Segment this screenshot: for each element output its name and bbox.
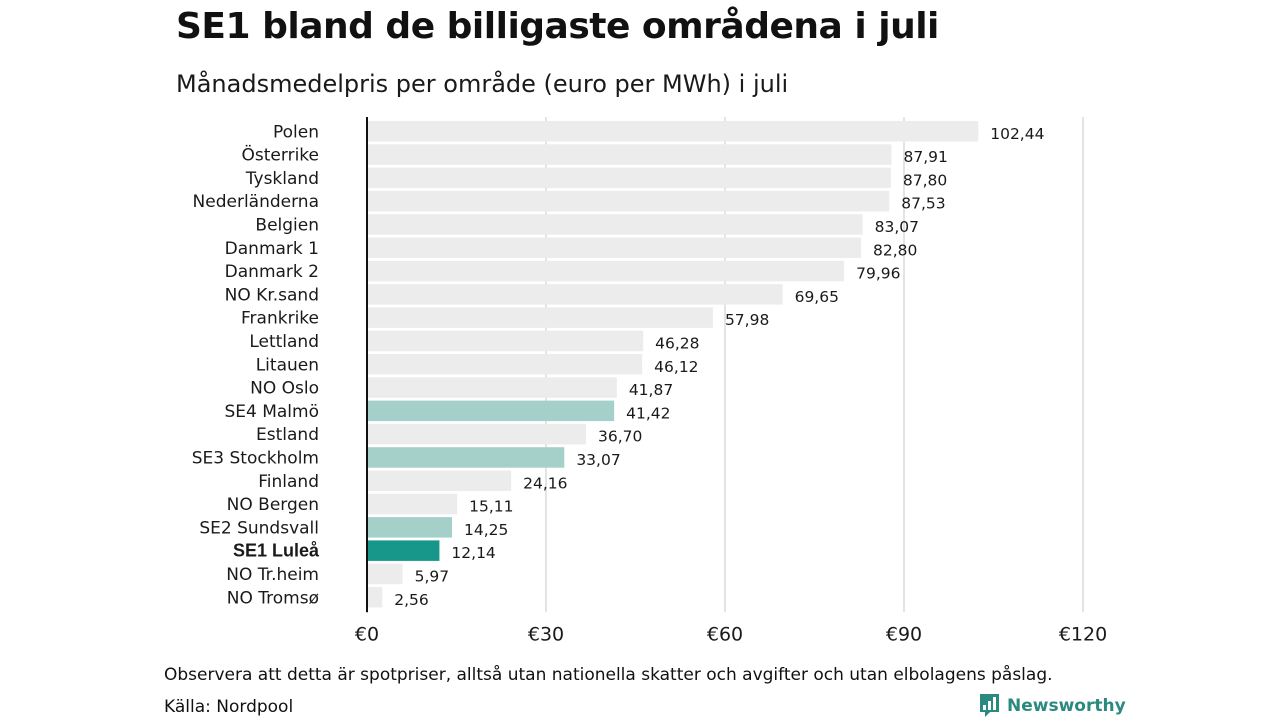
bar-2 [367,167,891,189]
bar-17 [367,517,453,538]
category-label: SE1 Luleå [233,540,320,560]
category-label: NO Bergen [227,495,319,515]
value-label: 83,07 [875,218,919,236]
category-label: Lettland [249,332,319,352]
bar-12 [367,400,615,422]
category-label: Polen [273,122,319,142]
value-label: 15,11 [469,498,513,516]
value-label: 102,44 [990,125,1044,143]
value-label: 87,53 [901,195,945,213]
value-label: 46,28 [655,334,699,352]
value-label: 14,25 [464,521,508,539]
bar-7 [367,284,783,305]
bar-20 [367,587,383,608]
category-label: NO Kr.sand [225,285,319,305]
category-label: Nederländerna [193,192,319,212]
bar-16 [367,493,458,515]
bar-3 [367,190,890,212]
chart-subtitle: Månadsmedelpris per område (euro per MWh… [176,70,789,98]
bar-19 [367,563,403,585]
category-label: Finland [258,472,319,492]
chart-title: SE1 bland de billigaste områdena i juli [176,6,939,47]
newsworthy-logo-icon [980,694,999,717]
bar-10 [367,354,643,375]
bar-chart: Polen 102,44 Österrike 87,91 Tyskland 87,80 Ne… [192,117,1107,646]
bar-14 [367,447,565,468]
category-label: Tyskland [245,169,319,189]
category-label: Danmark 1 [225,239,319,259]
value-label: 12,14 [451,544,495,562]
value-label: 2,56 [394,591,429,609]
value-label: 87,91 [904,148,948,166]
brand-logo: Newsworthy [979,693,1126,719]
bar-5 [367,237,862,258]
bar-0 [367,121,979,142]
x-tick-label: €120 [1059,624,1107,646]
category-label: SE3 Stockholm [192,448,319,468]
value-label: 33,07 [576,451,620,469]
category-label: SE2 Sundsvall [199,518,319,538]
bar-1 [367,144,892,165]
value-label: 82,80 [873,241,917,259]
value-label: 46,12 [654,358,698,376]
category-label: Frankrike [241,309,319,329]
bar-11 [367,377,617,398]
bar-6 [367,260,845,282]
category-label: NO Tr.heim [226,565,319,585]
source-credit: Källa: Nordpool [164,697,294,717]
value-label: 57,98 [725,311,769,329]
category-label: Belgien [255,215,319,235]
x-tick-label: €60 [707,624,743,646]
bar-15 [367,470,512,491]
value-label: 69,65 [795,288,839,306]
footnote: Observera att detta är spotpriser, allts… [164,665,1053,685]
bar-8 [367,307,713,328]
category-label: Estland [256,425,319,445]
category-label: NO Tromsø [227,588,319,608]
x-tick-label: €0 [355,624,379,646]
value-label: 41,87 [629,381,673,399]
bar-13 [367,423,586,445]
value-label: 24,16 [523,474,567,492]
category-label: Litauen [256,355,319,375]
category-label: NO Oslo [250,379,319,399]
bar-18 [367,540,440,561]
bar-9 [367,330,644,352]
x-tick-label: €30 [528,624,564,646]
value-label: 87,80 [903,171,947,189]
brand-name: Newsworthy [1007,696,1126,716]
value-label: 41,42 [626,404,670,422]
value-label: 36,70 [598,428,642,446]
category-label: Danmark 2 [225,262,319,282]
category-label: Österrike [242,144,319,166]
x-tick-label: €90 [886,624,922,646]
value-label: 5,97 [415,567,450,585]
category-label: SE4 Malmö [224,402,319,422]
value-label: 79,96 [856,265,900,283]
bar-4 [367,214,863,235]
